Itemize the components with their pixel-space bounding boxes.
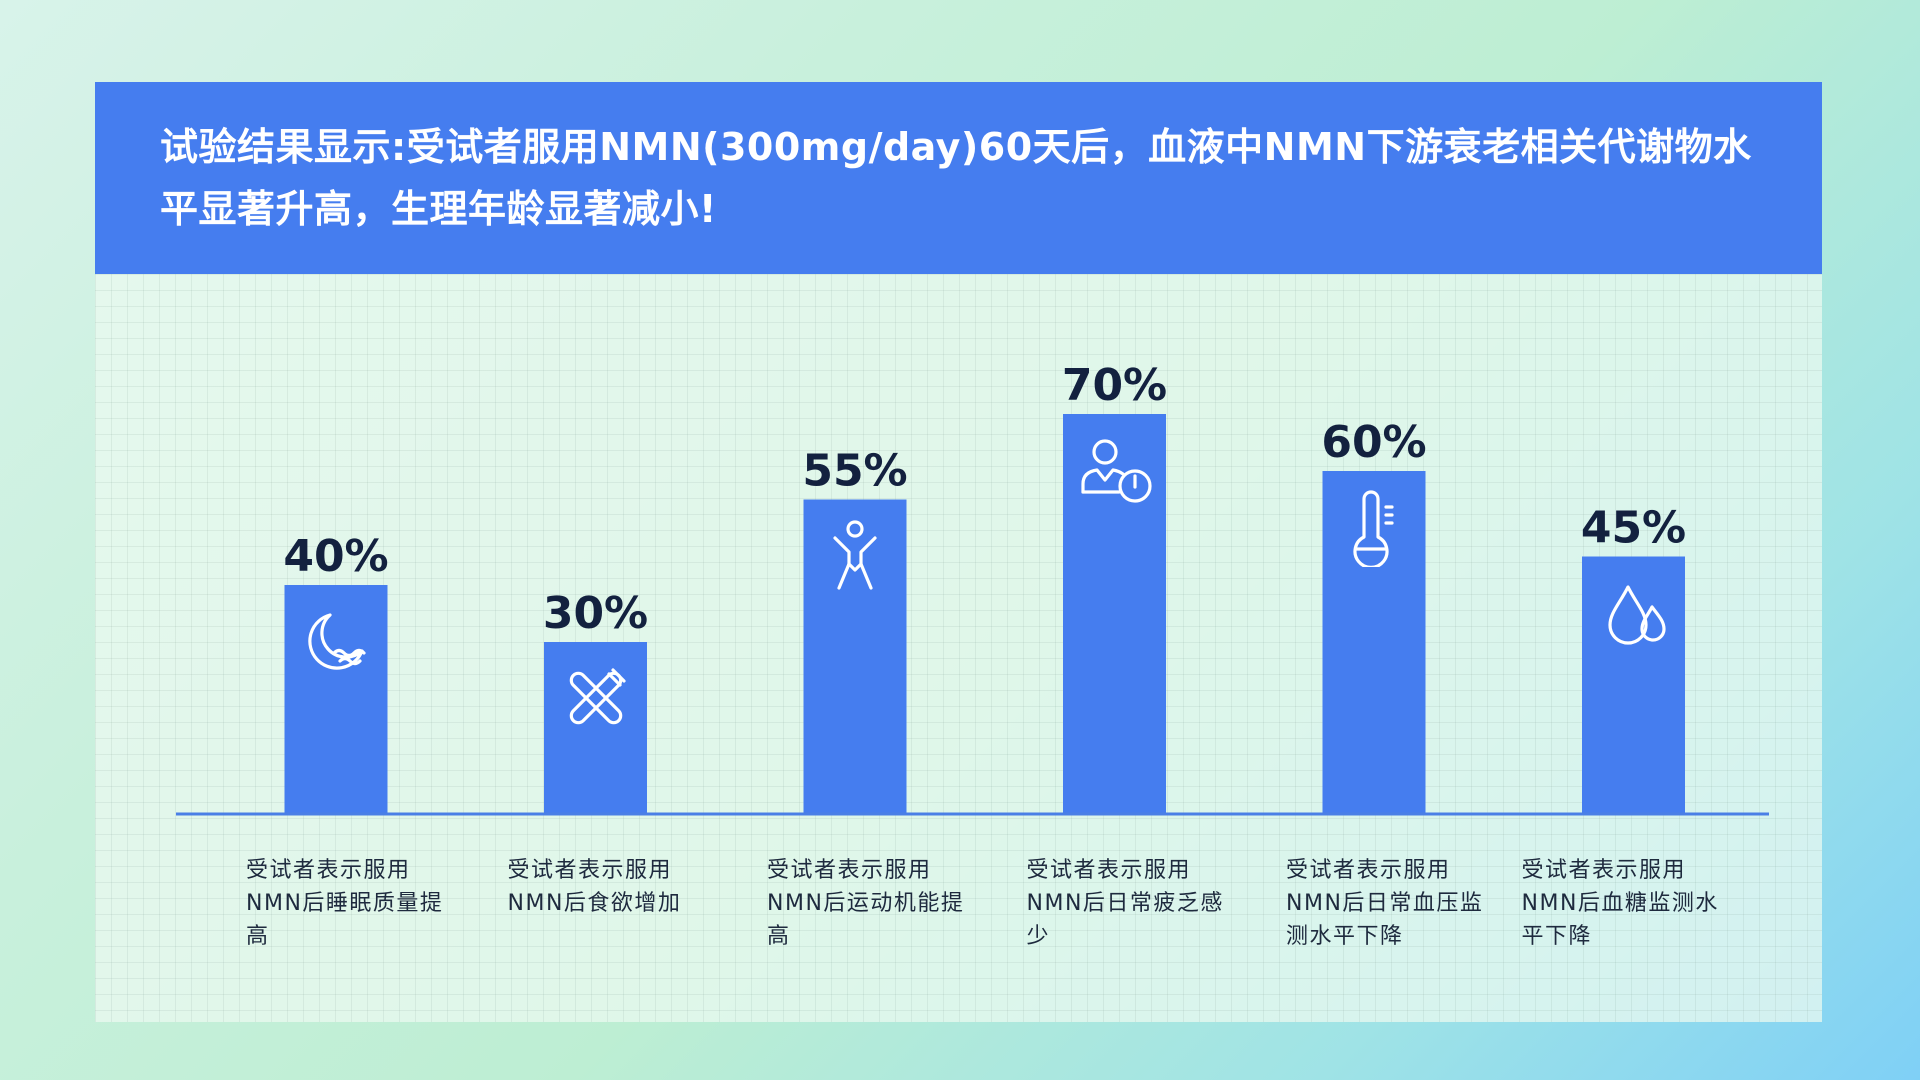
value-label: 55% — [802, 446, 907, 497]
no-utensils-icon — [556, 658, 636, 738]
category-label: 受试者表示服用NMN后食欲增加 — [507, 858, 682, 916]
category-label: 受试者表示服用NMN后运动机能提高 — [767, 858, 965, 949]
moon-icon — [296, 601, 376, 681]
bar — [544, 642, 647, 813]
bar — [284, 585, 388, 813]
value-label: 45% — [1581, 503, 1686, 554]
value-label: 40% — [283, 531, 388, 582]
bar — [803, 499, 907, 813]
value-label: 70% — [1062, 360, 1167, 411]
chart-card: 试验结果显示:受试者服用NMN(300mg/day)60天后，血液中NMN下游衰… — [95, 82, 1822, 1022]
exercise-person-icon — [815, 516, 895, 596]
header-banner: 试验结果显示:受试者服用NMN(300mg/day)60天后，血液中NMN下游衰… — [95, 82, 1822, 274]
value-label: 60% — [1321, 417, 1426, 468]
category-label: 受试者表示服用NMN后日常血压监测水平下降 — [1286, 858, 1484, 949]
value-label: 30% — [543, 588, 648, 639]
water-drop-icon — [1594, 573, 1674, 653]
person-clock-icon — [1075, 430, 1155, 510]
thermometer-icon — [1334, 487, 1414, 567]
bar — [1322, 471, 1426, 813]
category-label: 受试者表示服用NMN后血糖监测水平下降 — [1521, 858, 1719, 949]
category-label: 受试者表示服用NMN后睡眠质量提高 — [246, 858, 444, 949]
category-label: 受试者表示服用NMN后日常疲乏感少 — [1026, 858, 1224, 949]
page-title: 试验结果显示:受试者服用NMN(300mg/day)60天后，血液中NMN下游衰… — [160, 125, 1752, 231]
